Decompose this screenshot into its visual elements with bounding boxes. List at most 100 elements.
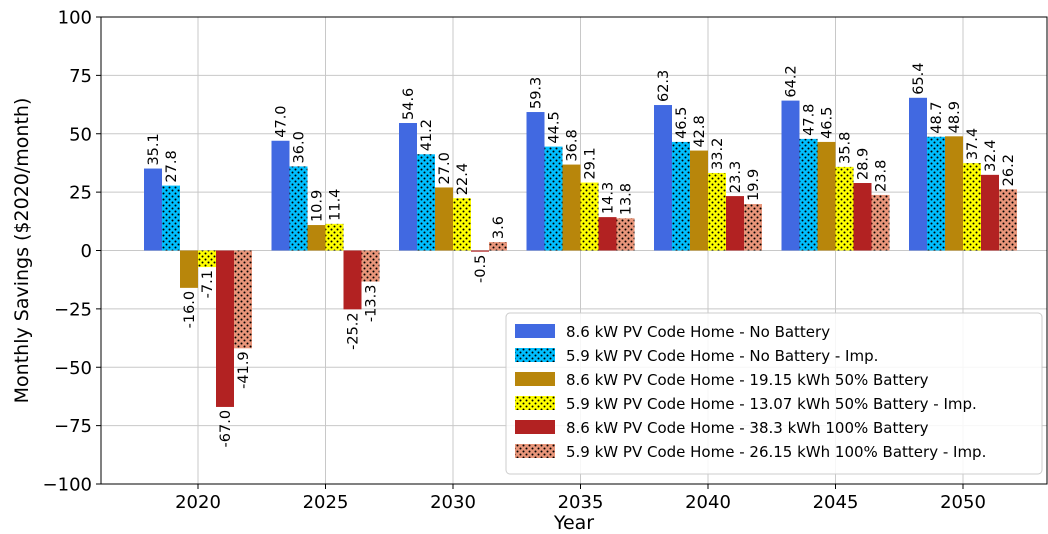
data-label: 46.5	[820, 107, 836, 139]
data-label: 3.6	[491, 216, 507, 239]
data-label: 65.4	[911, 62, 927, 94]
bar-hatch	[999, 189, 1017, 251]
bar	[526, 112, 545, 251]
bar	[817, 141, 836, 251]
y-tick-label: −75	[54, 416, 92, 437]
bar	[981, 174, 999, 251]
data-label: -13.3	[364, 285, 380, 323]
data-label: -16.0	[182, 291, 198, 329]
x-tick-label: 2045	[813, 492, 859, 513]
bar-hatch	[580, 182, 599, 251]
data-label: 59.3	[529, 77, 545, 109]
data-label: 23.8	[874, 160, 890, 192]
legend-label: 5.9 kW PV Code Home - No Battery - Imp.	[566, 347, 878, 365]
y-tick-label: −25	[54, 299, 92, 320]
y-tick-label: 0	[81, 241, 92, 262]
bar	[307, 225, 326, 251]
data-label: 42.8	[692, 115, 708, 147]
data-label: 28.9	[856, 148, 872, 180]
y-axis-ticks: −100 −75 −50 −25 0 25 50 75 100	[43, 8, 101, 496]
x-axis-ticks: 2020 2025 2030 2035 2040 2045 2050	[175, 484, 986, 513]
bar-hatch	[162, 185, 180, 251]
data-label: -25.2	[346, 312, 362, 350]
y-tick-label: −50	[54, 358, 92, 379]
bar-hatch	[799, 138, 818, 251]
y-tick-label: 50	[69, 124, 92, 145]
x-tick-label: 2035	[558, 492, 604, 513]
data-label: 62.3	[656, 70, 672, 102]
bar	[654, 105, 672, 251]
data-label: 14.3	[601, 182, 617, 214]
bar-hatch	[417, 154, 435, 251]
y-tick-label: 100	[58, 8, 92, 29]
bar-hatch	[361, 250, 380, 282]
bar-hatch	[871, 194, 890, 251]
bar-hatch	[672, 141, 690, 251]
x-tick-label: 2020	[175, 492, 221, 513]
data-label: 19.9	[746, 169, 762, 201]
bar	[216, 250, 234, 407]
data-label: 36.8	[565, 129, 581, 161]
legend-swatch-hatch	[515, 444, 555, 458]
bar-hatch	[927, 136, 945, 251]
bar	[853, 183, 872, 251]
legend-label: 8.6 kW PV Code Home - No Battery	[566, 323, 830, 341]
data-label: 46.5	[674, 107, 690, 139]
data-label: 26.2	[1001, 154, 1017, 186]
bar	[471, 250, 489, 252]
data-label: 11.4	[328, 189, 344, 221]
data-label: 64.2	[784, 65, 800, 97]
bar	[945, 136, 963, 251]
bar-hatch	[234, 250, 252, 349]
legend-swatch-hatch	[515, 396, 555, 410]
legend-label: 5.9 kW PV Code Home - 26.15 kWh 100% Bat…	[566, 443, 986, 461]
bar-hatch	[835, 166, 854, 251]
data-label: -67.0	[218, 410, 234, 448]
legend-label: 5.9 kW PV Code Home - 13.07 kWh 50% Batt…	[566, 395, 977, 413]
data-label: 27.8	[164, 150, 180, 182]
bar-hatch	[325, 223, 344, 251]
y-tick-label: 75	[69, 66, 92, 87]
bar-hatch	[744, 204, 762, 251]
data-label: 48.9	[947, 101, 963, 133]
bar	[144, 168, 162, 251]
data-label: 44.5	[547, 111, 563, 143]
bar	[180, 250, 198, 288]
bar-hatch	[544, 146, 563, 251]
data-label: 10.9	[310, 190, 326, 222]
legend-swatch	[515, 324, 555, 338]
bar	[781, 100, 800, 251]
legend-swatch	[515, 372, 555, 386]
x-tick-label: 2030	[430, 492, 476, 513]
data-label: 29.1	[583, 147, 599, 179]
data-label: 48.7	[929, 101, 945, 133]
data-label: 32.4	[983, 140, 999, 172]
legend-swatch-hatch	[515, 348, 555, 362]
data-label: 41.2	[419, 119, 435, 151]
bar-hatch	[616, 218, 635, 251]
x-axis-label: Year	[553, 512, 594, 534]
data-label: 37.4	[965, 128, 981, 160]
x-tick-label: 2050	[940, 492, 986, 513]
y-tick-label: −100	[43, 475, 92, 496]
data-label: -0.5	[473, 255, 489, 283]
bar	[271, 140, 290, 251]
bar-hatch	[963, 163, 981, 251]
bar-hatch	[198, 250, 216, 268]
bar-hatch	[289, 166, 308, 251]
data-label: 47.8	[802, 104, 818, 136]
data-label: 35.1	[146, 133, 162, 165]
legend-box	[505, 312, 1043, 475]
legend-swatch	[515, 420, 555, 434]
x-tick-label: 2025	[303, 492, 349, 513]
bar	[562, 164, 581, 251]
data-label: -7.1	[200, 270, 216, 298]
data-label: 13.8	[619, 183, 635, 215]
bar	[690, 150, 708, 251]
legend: 8.6 kW PV Code Home - No Battery 5.9 kW P…	[505, 312, 1043, 475]
bar	[343, 250, 362, 310]
x-tick-label: 2040	[685, 492, 731, 513]
data-label: 22.4	[455, 163, 471, 195]
data-label: 33.2	[710, 138, 726, 170]
